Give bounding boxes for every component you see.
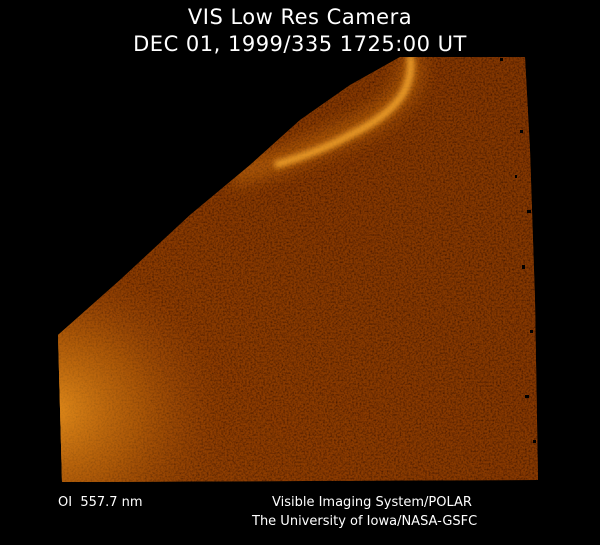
auroral-oval-arc xyxy=(227,57,423,186)
instrument-label: Visible Imaging System/POLAR xyxy=(272,495,472,510)
image-title: VIS Low Res Camera xyxy=(187,5,413,29)
earth-disk xyxy=(58,57,538,482)
image-timestamp: DEC 01, 1999/335 1725:00 UT xyxy=(133,32,467,56)
credit-label: The University of Iowa/NASA-GSFC xyxy=(252,514,478,529)
filter-wavelength-label: OI 557.7 nm xyxy=(58,495,143,510)
speckle-edge xyxy=(500,58,536,443)
